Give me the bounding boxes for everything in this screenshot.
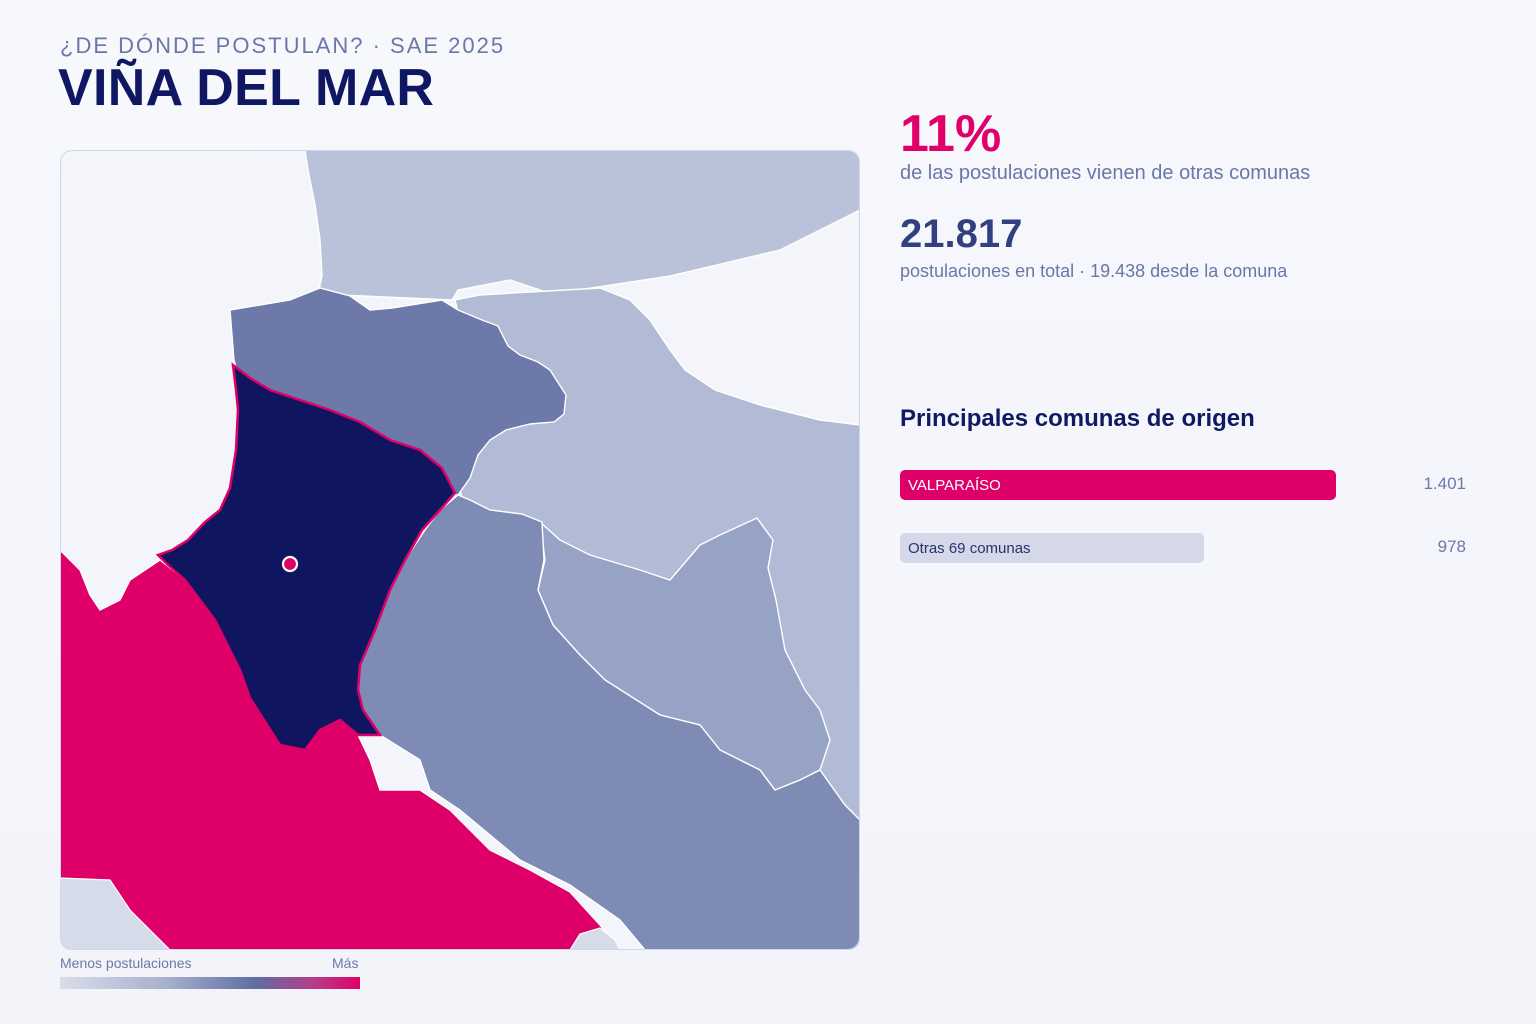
- total-caption: postulaciones en total · 19.438 desde la…: [900, 261, 1288, 281]
- origin-bar-others[interactable]: Otras 69 comunas: [900, 533, 1204, 563]
- origin-bar-label-others: Otras 69 comunas: [908, 539, 1031, 557]
- map-region-south-edge: [568, 927, 621, 950]
- vina-del-mar-marker[interactable]: [281, 555, 299, 573]
- origin-value-others: 978: [1437, 537, 1466, 556]
- total-applications: 21.817: [900, 212, 1023, 256]
- origin-bar-valparaiso[interactable]: VALPARAÍSO: [900, 470, 1336, 500]
- page-title: VIÑA DEL MAR: [58, 59, 435, 117]
- percent-caption: de las postulaciones vienen de otras com…: [900, 162, 1311, 184]
- map-svg: [60, 150, 860, 950]
- percent-from-other: 11%: [900, 105, 1002, 163]
- header-kicker: ¿DE DÓNDE POSTULAN? · SAE 2025: [60, 33, 506, 58]
- origins-heading: Principales comunas de origen: [900, 405, 1255, 432]
- origin-value-valparaiso: 1.401: [1423, 474, 1466, 493]
- legend-low-label: Menos postulaciones: [60, 955, 192, 971]
- map-region-vina-del-mar[interactable]: [155, 362, 457, 752]
- map-region-southwest-edge: [60, 877, 172, 950]
- map-region-north-coast[interactable]: [304, 150, 860, 301]
- choropleth-map: [60, 150, 860, 950]
- map-frame: [60, 150, 860, 950]
- legend-color-scale: [60, 977, 360, 989]
- legend-high-label: Más: [332, 955, 359, 971]
- origin-bar-label-valparaiso: VALPARAÍSO: [908, 476, 1001, 494]
